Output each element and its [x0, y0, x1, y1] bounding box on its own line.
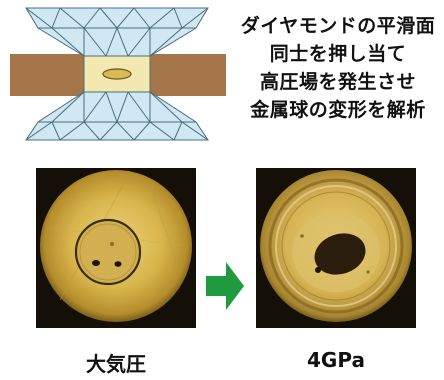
gasket-left: [10, 54, 88, 96]
upper-diamond-icon: [25, 7, 209, 57]
gasket-right: [146, 54, 226, 96]
micrograph-4gpa: [256, 168, 416, 328]
lower-diamond-icon: [25, 91, 209, 141]
arrow-right-icon: [206, 262, 244, 310]
description-caption: ダイヤモンドの平滑面 同士を押し当て 高圧場を発生させ 金属球の変形を解析: [232, 12, 444, 124]
caption-line: ダイヤモンドの平滑面: [240, 15, 436, 37]
label-ambient: 大気圧: [86, 352, 146, 376]
micrograph-ambient: [36, 168, 196, 328]
metal-sample-icon: [102, 68, 132, 80]
caption-line: 同士を押し当て: [269, 43, 407, 65]
label-4gpa: 4GPa: [307, 348, 365, 372]
caption-line: 高圧場を発生させ: [259, 71, 416, 93]
caption-line: 金属球の変形を解析: [250, 99, 426, 121]
